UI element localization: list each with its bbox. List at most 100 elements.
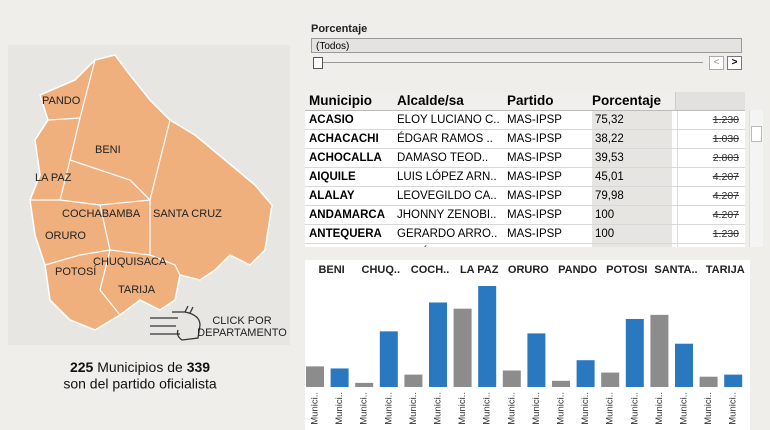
filter-dropdown[interactable]: (Todos) <box>311 38 742 53</box>
table-row[interactable]: ACASIO ELOY LUCIANO C.. MAS-IPSP 75,32 1.230 <box>305 111 745 130</box>
bar[interactable] <box>625 318 644 387</box>
table-cell: 45,01 <box>592 168 672 186</box>
table-cell: DAMASO TEOD.. <box>397 152 489 164</box>
table-header: Municipio Alcalde/sa Partido Porcentaje <box>305 92 745 111</box>
scrollbar[interactable] <box>749 110 763 247</box>
summary-total: 339 <box>187 359 211 375</box>
table-cell: 2.803 <box>677 149 745 167</box>
category-header: ORURO <box>508 264 549 276</box>
bar[interactable] <box>330 368 349 387</box>
bar[interactable] <box>404 374 423 387</box>
table-cell: MAS-IPSP <box>507 244 590 247</box>
table: Municipio Alcalde/sa Partido Porcentaje ACAS… <box>305 92 745 247</box>
bar[interactable] <box>552 380 570 387</box>
scroll-thumb[interactable] <box>751 126 762 142</box>
bar-label: Munici.. <box>433 392 444 425</box>
bar-label: Munici.. <box>408 392 419 425</box>
dept-label[interactable]: POTOSÍ <box>55 265 97 278</box>
table-cell: MAS-IPSP <box>507 114 562 126</box>
category-header: LA PAZ <box>460 264 499 276</box>
table-cell: MAS-IPSP <box>507 209 562 221</box>
slider-next[interactable]: > <box>727 56 742 70</box>
table-cell: 39,53 <box>592 149 672 167</box>
table-cell: LUIS LÓPEZ ARN.. <box>397 171 497 183</box>
table-row[interactable]: ACHACACHI ÉDGAR RAMOS .. MAS-IPSP 38,22 1.03… <box>305 130 745 149</box>
table-row[interactable]: ACHOCALLA DAMASO TEOD.. MAS-IPSP 39,53 2.803 <box>305 149 745 168</box>
table-cell: 4.207 <box>677 168 745 186</box>
column-header: Partido <box>507 93 554 108</box>
dept-label[interactable]: LA PAZ <box>35 172 72 184</box>
bar-label: Munici.. <box>506 392 517 425</box>
bar[interactable] <box>306 366 324 387</box>
department-borders <box>30 59 181 316</box>
table-cell: 73,01 <box>592 244 672 247</box>
map-panel: PANDO BENI LA PAZ COCHABAMBA SANTA CRUZ … <box>8 45 290 392</box>
bar-label: Munici.. <box>383 392 394 425</box>
bar-label: Munici.. <box>654 392 665 425</box>
table-row[interactable]: AIQUILE LUIS LÓPEZ ARN.. MAS-IPSP 45,01 4.20… <box>305 168 745 187</box>
bar[interactable] <box>478 286 497 387</box>
category-header: CHUQ.. <box>362 264 401 276</box>
dept-label[interactable]: PANDO <box>42 95 81 107</box>
column-header: Alcalde/sa <box>397 93 464 108</box>
table-cell: ACHACACHI <box>309 133 379 145</box>
bolivia-map[interactable] <box>29 54 273 331</box>
table-cell: LEOVEGILDO CA.. <box>397 190 497 202</box>
slider-prev[interactable]: < <box>709 56 724 70</box>
table-cell: RUBÉN ANTONI.. <box>397 244 505 247</box>
bar[interactable] <box>355 382 374 387</box>
column-header: Porcentaje <box>592 93 662 108</box>
table-cell: MAS-IPSP <box>507 228 562 240</box>
table-cell: GERARDO ARRO.. <box>397 228 498 240</box>
table-cell: 75,32 <box>592 111 672 129</box>
dept-label[interactable]: ORURO <box>45 230 86 242</box>
dept-label[interactable]: SANTA CRUZ <box>153 208 222 220</box>
dept-label[interactable]: TARIJA <box>118 284 156 296</box>
table-row[interactable]: ANDAMARCA JHONNY ZENOBI.. MAS-IPSP 100 4.207 <box>305 206 745 225</box>
table-cell: 1.230 <box>677 244 745 247</box>
dept-label[interactable]: BENI <box>95 144 121 156</box>
bar[interactable] <box>379 331 398 387</box>
category-header: POTOSI <box>606 264 647 276</box>
summary-line: 225 Municipios de 339 <box>70 359 210 375</box>
table-cell: JHONNY ZENOBI.. <box>397 209 497 221</box>
table-cell: AIQUILE <box>309 171 356 183</box>
summary-count: 225 <box>70 359 94 375</box>
click-hint: CLICK POR <box>212 315 271 327</box>
bar[interactable] <box>724 374 743 387</box>
bar[interactable] <box>429 302 447 387</box>
table-cell: 1.030 <box>677 130 745 148</box>
table-cell: ACHOCALLA <box>309 152 382 164</box>
table-cell: 1.230 <box>677 225 745 243</box>
category-header: COCH.. <box>411 264 450 276</box>
table-row[interactable]: ANTEQUERA GERARDO ARRO.. MAS-IPSP 100 1.230 <box>305 225 745 244</box>
dept-label[interactable]: COCHABAMBA <box>62 208 141 220</box>
bar[interactable] <box>527 333 546 387</box>
table-cell: 79,98 <box>592 187 672 205</box>
slider-thumb[interactable] <box>313 57 323 69</box>
bar[interactable] <box>650 314 669 387</box>
bar[interactable] <box>453 308 472 387</box>
table-cell: 38,22 <box>592 130 672 148</box>
category-header: PANDO <box>558 264 597 276</box>
bar-label: Munici.. <box>580 392 591 425</box>
hand-icon <box>150 305 201 341</box>
bar-chart: BENI Munici.. Munici.. CHUQ.. Munici.. Munici… <box>305 260 750 430</box>
bar-label: Munici.. <box>679 392 690 425</box>
table-cell: ÉDGAR RAMOS .. <box>397 133 493 145</box>
summary-text: Municipios de <box>97 359 183 375</box>
table-cell: 4.207 <box>677 187 745 205</box>
dept-label[interactable]: CHUQUISACA <box>93 256 167 268</box>
filter-label: Porcentaje <box>311 23 368 35</box>
bar[interactable] <box>502 370 521 387</box>
bar-label: Munici.. <box>482 392 493 425</box>
table-cell: ANTEQUERA <box>309 228 382 240</box>
table-row[interactable]: ALALAY LEOVEGILDO CA.. MAS-IPSP 79,98 4.207 <box>305 187 745 206</box>
bar[interactable] <box>576 360 595 387</box>
bar[interactable] <box>675 343 693 387</box>
bar[interactable] <box>601 372 620 387</box>
table-cell: ELOY LUCIANO C.. <box>397 114 500 126</box>
table-row[interactable]: ANZALDORUBÉN ANTONI..MAS-IPSP73,01 1.230 <box>305 244 745 247</box>
bar[interactable] <box>699 376 718 387</box>
